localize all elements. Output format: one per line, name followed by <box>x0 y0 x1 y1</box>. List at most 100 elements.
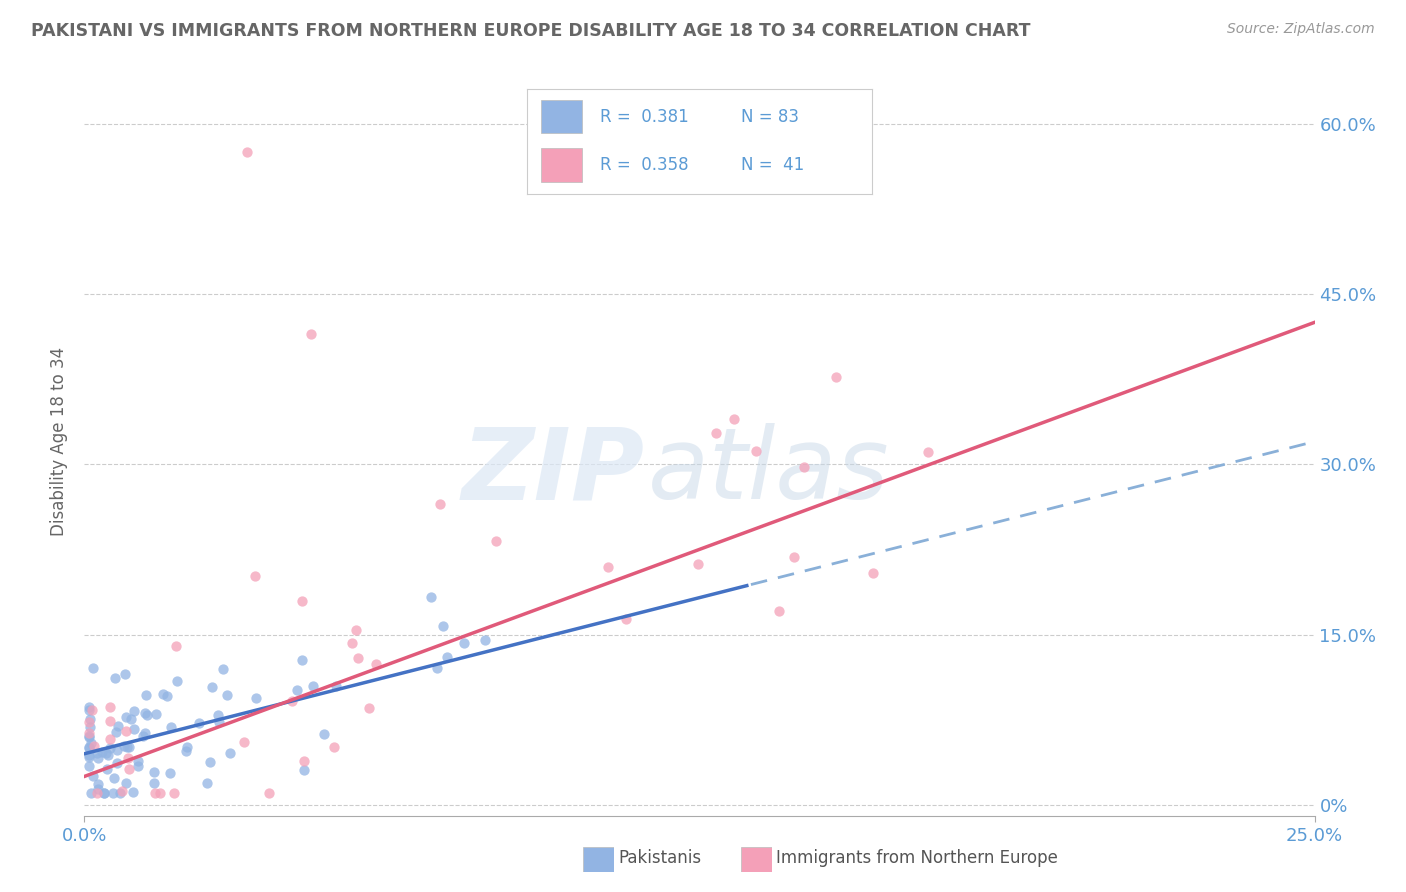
Point <box>299 326 322 341</box>
Point <box>122 722 145 736</box>
Point <box>745 443 768 458</box>
Text: Pakistanis: Pakistanis <box>619 849 702 867</box>
Point <box>862 566 884 580</box>
Point <box>79 726 101 740</box>
Point <box>105 756 128 771</box>
Point <box>87 751 110 765</box>
Point <box>143 787 166 801</box>
Point <box>219 746 242 760</box>
Point <box>114 723 136 738</box>
Point <box>127 754 149 768</box>
Point <box>245 691 267 706</box>
Point <box>201 680 224 694</box>
Point <box>104 724 127 739</box>
Point <box>917 445 939 459</box>
Point <box>364 657 387 672</box>
Point <box>322 739 344 754</box>
Point <box>121 785 143 799</box>
Point <box>79 739 101 754</box>
Point <box>165 640 187 654</box>
Text: atlas: atlas <box>648 423 890 520</box>
Point <box>156 690 179 704</box>
Point <box>100 741 122 756</box>
Point <box>96 748 118 763</box>
Text: PAKISTANI VS IMMIGRANTS FROM NORTHERN EUROPE DISABILITY AGE 18 TO 34 CORRELATION: PAKISTANI VS IMMIGRANTS FROM NORTHERN EU… <box>31 22 1031 40</box>
Point <box>79 730 101 744</box>
Point <box>152 687 174 701</box>
Point <box>825 370 848 384</box>
Point <box>312 727 335 741</box>
Point <box>93 787 115 801</box>
Point <box>768 604 790 618</box>
Point <box>291 653 314 667</box>
Point <box>115 739 138 754</box>
Point <box>436 649 458 664</box>
Point <box>115 710 138 724</box>
Point <box>86 746 108 760</box>
Point <box>347 651 370 665</box>
Point <box>103 772 125 786</box>
Point <box>426 660 449 674</box>
Point <box>117 762 139 776</box>
Point <box>79 715 101 730</box>
Point <box>432 618 454 632</box>
Point <box>162 787 184 801</box>
Point <box>195 776 218 790</box>
Point <box>124 704 146 718</box>
Point <box>208 715 231 730</box>
Point <box>87 781 110 796</box>
Point <box>115 775 138 789</box>
Point <box>98 714 121 728</box>
Point <box>103 787 125 801</box>
Point <box>136 707 159 722</box>
Text: Source: ZipAtlas.com: Source: ZipAtlas.com <box>1227 22 1375 37</box>
Point <box>188 715 211 730</box>
Point <box>159 720 181 734</box>
Point <box>80 736 103 750</box>
Point <box>257 787 280 801</box>
Point <box>135 688 157 702</box>
Point <box>166 674 188 689</box>
Point <box>82 770 104 784</box>
Text: ZIP: ZIP <box>461 423 644 520</box>
Point <box>112 739 135 753</box>
Point <box>134 706 156 720</box>
Point <box>98 700 121 714</box>
Point <box>420 590 443 604</box>
Point <box>134 726 156 740</box>
Point <box>114 667 136 681</box>
Y-axis label: Disability Age 18 to 34: Disability Age 18 to 34 <box>51 347 69 536</box>
Point <box>90 746 112 760</box>
Point <box>145 707 167 722</box>
Point <box>80 703 103 717</box>
Point <box>104 671 127 685</box>
Point <box>598 560 620 574</box>
Point <box>132 729 155 743</box>
Point <box>143 775 166 789</box>
Point <box>294 763 316 777</box>
Point <box>212 662 235 676</box>
Point <box>110 784 132 798</box>
Point <box>93 787 115 801</box>
Point <box>79 729 101 743</box>
Point <box>429 497 451 511</box>
Point <box>96 762 118 776</box>
Point <box>79 758 101 772</box>
Point <box>79 712 101 726</box>
Point <box>243 569 266 583</box>
Point <box>117 751 139 765</box>
Point <box>215 689 238 703</box>
Point <box>783 549 806 564</box>
Point <box>281 693 304 707</box>
Point <box>98 732 121 747</box>
Point <box>79 741 101 756</box>
Point <box>79 720 101 734</box>
Point <box>107 719 129 733</box>
Point <box>176 739 198 754</box>
Point <box>79 703 101 717</box>
Point <box>292 754 315 768</box>
Point <box>79 747 101 762</box>
Point <box>149 787 172 801</box>
Point <box>80 787 103 801</box>
Point <box>143 764 166 779</box>
